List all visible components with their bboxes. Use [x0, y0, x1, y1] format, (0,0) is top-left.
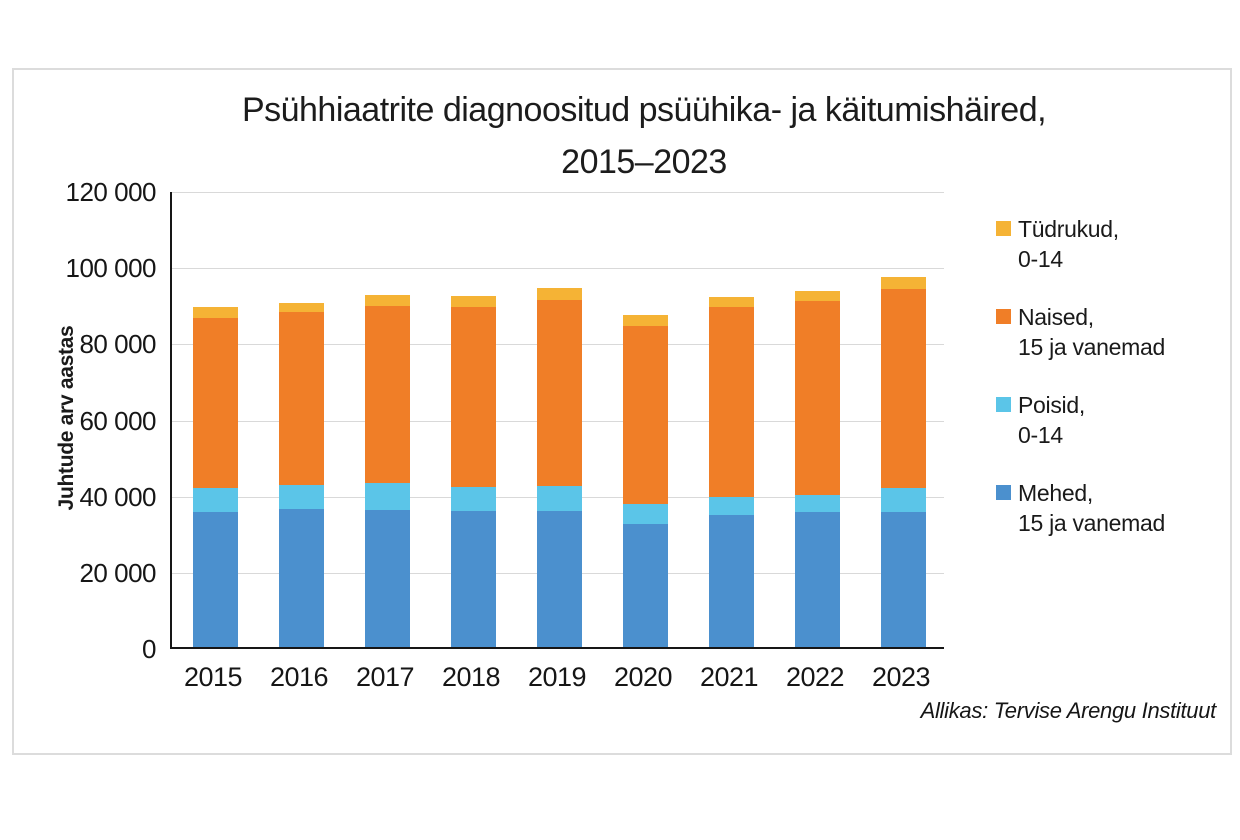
y-tick-label-0: 0	[142, 634, 156, 664]
bar-segment-mehed-2019	[536, 511, 582, 647]
legend-label-naised: Naised, 15 ja vanemad	[1018, 302, 1226, 362]
y-tick-label-20000: 20 000	[79, 557, 156, 588]
plot-area	[170, 192, 944, 649]
bar-segment-mehed-2022	[794, 512, 840, 647]
gridline-120000	[172, 192, 944, 193]
bar-2017	[364, 294, 410, 647]
legend-label-poisid-line2: 0-14	[1018, 422, 1063, 448]
legend-label-mehed-line2: 15 ja vanemad	[1018, 510, 1165, 536]
bar-segment-mehed-2021	[708, 514, 754, 647]
bar-segment-tydrukud-2019	[536, 287, 582, 300]
legend-label-tydrukud-line1: Tüdrukud,	[1018, 216, 1119, 242]
legend-swatch-mehed	[996, 485, 1011, 500]
y-tick-label-40000: 40 000	[79, 481, 156, 512]
bar-segment-tydrukud-2021	[708, 297, 754, 308]
x-tick-label-2023: 2023	[871, 662, 931, 692]
legend-label-naised-line2: 15 ja vanemad	[1018, 334, 1165, 360]
y-tick-label-80000: 80 000	[79, 329, 156, 360]
bar-2015	[192, 306, 238, 647]
bar-2016	[278, 303, 324, 647]
bar-segment-naised-2018	[450, 306, 496, 487]
x-tick-label-2016: 2016	[269, 662, 329, 692]
x-tick-label-2015: 2015	[183, 662, 243, 692]
legend-item-tydrukud: Tüdrukud, 0-14	[996, 214, 1226, 274]
bar-segment-poisid-2023	[880, 487, 926, 512]
x-tick-label-2020: 2020	[613, 662, 673, 692]
bar-segment-poisid-2016	[278, 484, 324, 510]
bar-segment-tydrukud-2016	[278, 303, 324, 313]
bar-segment-mehed-2017	[364, 509, 410, 647]
bar-segment-mehed-2016	[278, 509, 324, 647]
bar-segment-naised-2015	[192, 317, 238, 489]
bar-segment-naised-2023	[880, 289, 926, 488]
y-tick-label-100000: 100 000	[65, 253, 157, 284]
legend-swatch-poisid	[996, 397, 1011, 412]
bar-segment-naised-2019	[536, 299, 582, 486]
bar-2023	[880, 277, 926, 647]
legend-label-mehed: Mehed, 15 ja vanemad	[1018, 478, 1226, 538]
legend-swatch-naised	[996, 309, 1011, 324]
bar-segment-poisid-2018	[450, 486, 496, 512]
y-tick-label-60000: 60 000	[79, 405, 156, 436]
gridline-100000	[172, 268, 944, 270]
bar-segment-poisid-2022	[794, 495, 840, 513]
x-tick-label-2017: 2017	[355, 662, 415, 692]
bar-segment-poisid-2019	[536, 485, 582, 512]
x-axis-labels: 2015 2016 2017 2018 2019 2020 2021 2022 2023	[170, 662, 944, 696]
bar-2022	[794, 290, 840, 647]
bar-2019	[536, 287, 582, 647]
legend-label-tydrukud: Tüdrukud, 0-14	[1018, 214, 1226, 274]
x-tick-label-2019: 2019	[527, 662, 587, 692]
y-tick-label-120000: 120 000	[65, 177, 157, 207]
bar-segment-tydrukud-2017	[364, 294, 410, 306]
bar-segment-poisid-2021	[708, 496, 754, 515]
legend-label-poisid: Poisid, 0-14	[1018, 390, 1226, 450]
bar-segment-naised-2022	[794, 300, 840, 496]
legend-label-poisid-line1: Poisid,	[1018, 392, 1085, 418]
chart-title-line1: Psühhiaatrite diagnoositud psüühika- ja …	[241, 91, 1047, 129]
bar-segment-naised-2020	[622, 325, 668, 505]
bar-2020	[622, 314, 668, 647]
bar-segment-naised-2017	[364, 305, 410, 484]
legend-label-mehed-line1: Mehed,	[1018, 480, 1093, 506]
legend: Tüdrukud, 0-14 Naised, 15 ja vanemad Poisid,…	[996, 214, 1226, 566]
chart-title-line2: 2015–2023	[561, 143, 727, 181]
bar-segment-mehed-2020	[622, 524, 668, 647]
chart-title: Psühhiaatrite diagnoositud psüühika- ja …	[84, 84, 1204, 188]
bar-segment-poisid-2020	[622, 504, 668, 524]
x-tick-label-2018: 2018	[441, 662, 501, 692]
bar-2018	[450, 295, 496, 647]
bar-segment-mehed-2015	[192, 512, 238, 647]
bar-segment-tydrukud-2020	[622, 314, 668, 326]
bar-segment-tydrukud-2015	[192, 306, 238, 318]
bar-segment-poisid-2015	[192, 488, 238, 513]
bar-segment-tydrukud-2023	[880, 277, 926, 290]
bar-segment-tydrukud-2018	[450, 295, 496, 307]
chart-figure: Psühhiaatrite diagnoositud psüühika- ja …	[12, 68, 1232, 755]
legend-item-poisid: Poisid, 0-14	[996, 390, 1226, 450]
bar-segment-naised-2021	[708, 307, 754, 497]
bar-segment-poisid-2017	[364, 483, 410, 510]
bar-2021	[708, 297, 754, 647]
bar-segment-naised-2016	[278, 312, 324, 485]
bar-segment-mehed-2018	[450, 511, 496, 647]
bar-segment-mehed-2023	[880, 511, 926, 647]
x-tick-label-2021: 2021	[699, 662, 759, 692]
bar-segment-tydrukud-2022	[794, 290, 840, 301]
legend-label-tydrukud-line2: 0-14	[1018, 246, 1063, 272]
legend-label-naised-line1: Naised,	[1018, 304, 1094, 330]
y-axis-ticks: 0 20 000 40 000 60 000 80 000 100 000 120 000	[14, 179, 157, 662]
source-note: Allikas: Tervise Arengu Instituut	[920, 698, 1217, 723]
legend-item-mehed: Mehed, 15 ja vanemad	[996, 478, 1226, 538]
legend-item-naised: Naised, 15 ja vanemad	[996, 302, 1226, 362]
legend-swatch-tydrukud	[996, 221, 1011, 236]
x-tick-label-2022: 2022	[785, 662, 845, 692]
